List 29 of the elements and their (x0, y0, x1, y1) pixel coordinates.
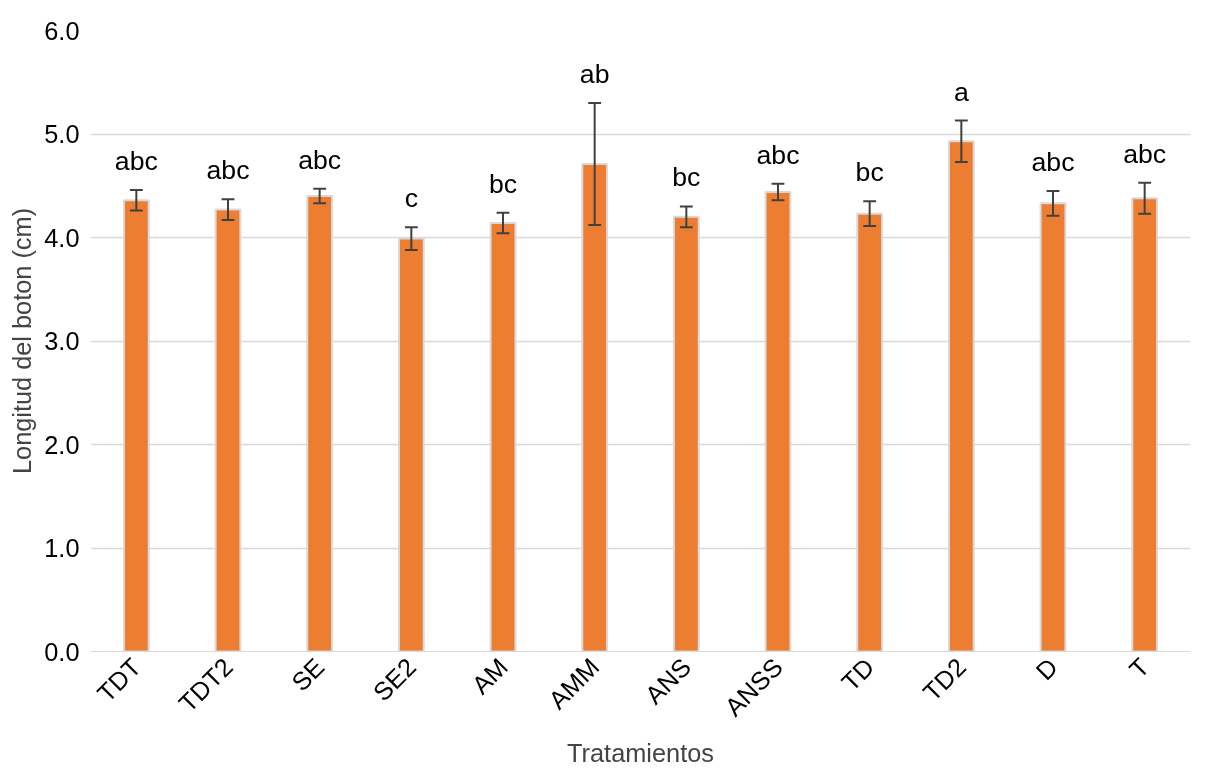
annotation: bc (488, 168, 518, 199)
y-tick-label: 2.0 (44, 430, 80, 459)
x-tick-label: SE2 (367, 652, 422, 707)
annotation: bc (672, 162, 701, 193)
x-tick-label: SE (285, 652, 330, 697)
annotation: ab (579, 58, 610, 89)
x-tick-label: AM (466, 652, 513, 700)
annotation: c (404, 183, 418, 214)
x-tick-label: TDT (91, 652, 147, 708)
y-axis-title: Longitud del boton (cm) (8, 207, 37, 475)
y-tick-label: 6.0 (44, 16, 80, 45)
y-tick-label: 4.0 (44, 223, 80, 252)
annotation: abc (756, 139, 800, 170)
x-tick-label: D (1030, 652, 1063, 686)
annotation: abc (1123, 138, 1167, 169)
y-tick-label: 3.0 (44, 327, 80, 355)
annotation: bc (855, 157, 884, 188)
annotation: abc (1031, 146, 1075, 177)
annotation: abc (114, 145, 158, 176)
annotation: abc (206, 155, 250, 186)
x-tick-label: TD (835, 652, 880, 697)
y-tick-label: 1.0 (44, 534, 80, 562)
annotation: abc (298, 144, 342, 175)
x-axis-title: Tratamientos (567, 739, 714, 768)
annotation: a (953, 76, 969, 107)
x-tick-label: TD2 (917, 652, 972, 707)
x-tick-label: T (1123, 652, 1155, 684)
y-tick-label: 0.0 (44, 637, 80, 666)
y-tick-label: 5.0 (44, 120, 80, 148)
